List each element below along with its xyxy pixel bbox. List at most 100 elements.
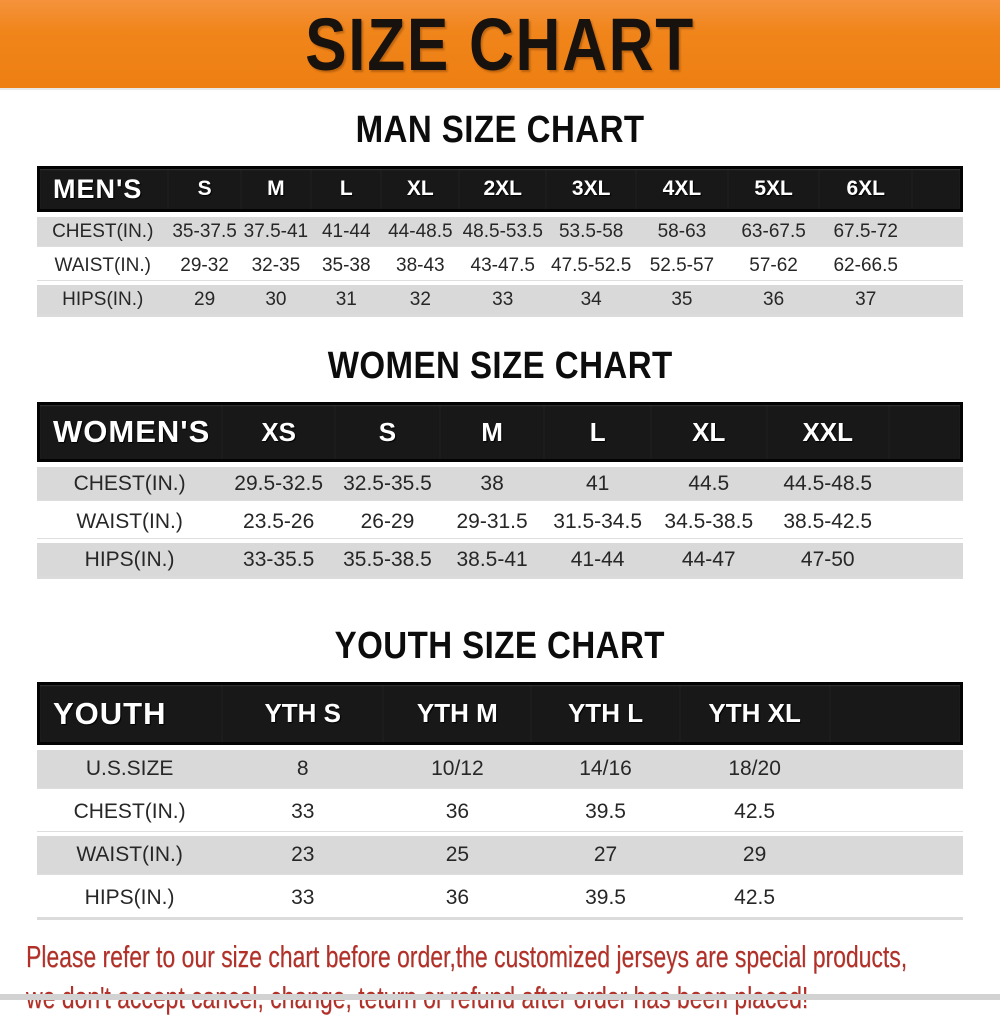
row-label: WAIST(IN.) — [37, 251, 169, 280]
measurement-value: 10/12 — [383, 750, 532, 788]
measurement-value: 31 — [311, 285, 382, 314]
bottom-edge-strip — [0, 994, 1000, 1000]
measurement-value: 48.5-53.5 — [459, 217, 547, 246]
measurement-value: 32-35 — [240, 251, 312, 280]
measurement-value: 35 — [636, 285, 728, 314]
measurement-value: 18/20 — [679, 750, 830, 788]
measurement-row: WAIST(IN.) 23.5-26 26-29 29-31.5 31.5-34.5 34… — [37, 505, 963, 538]
row-label: CHEST(IN.) — [37, 217, 169, 246]
measurement-row: U.S.SIZE 8 10/12 14/16 18/20 — [37, 750, 963, 788]
table-header-row: WOMEN'S XS S M L XL XXL — [37, 402, 963, 462]
table-header-row: MEN'S S M L XL 2XL 3XL 4XL 5XL 6XL — [37, 166, 963, 212]
measurement-value: 58-63 — [636, 217, 728, 246]
measurement-value: 41-44 — [311, 217, 382, 246]
measurement-value: 29.5-32.5 — [222, 467, 336, 500]
measurement-value: 38-43 — [381, 251, 460, 280]
row-label: U.S.SIZE — [37, 750, 223, 788]
row-filler — [912, 217, 963, 246]
women-section-title: WOMEN SIZE CHART — [327, 345, 673, 387]
measurement-value: 63-67.5 — [727, 217, 820, 246]
women-size-table: WOMEN'S XS S M L XL XXL CHEST(IN.) 29.5-32.5 32.5… — [37, 397, 963, 581]
measurement-value: 29-31.5 — [439, 505, 545, 538]
measurement-value: 33 — [222, 793, 384, 831]
women-size-section: WOMEN SIZE CHART WOMEN'S XS S M L XL XXL CHEST(… — [0, 319, 1000, 581]
measurement-value: 29-32 — [168, 251, 241, 280]
measurement-value: 39.5 — [531, 879, 680, 917]
row-label: CHEST(IN.) — [37, 467, 223, 500]
row-filler — [912, 285, 963, 314]
men-section-title: MAN SIZE CHART — [355, 109, 645, 151]
measurement-row: HIPS(IN.) 33 36 39.5 42.5 — [37, 879, 963, 917]
size-column-header: XL — [650, 402, 767, 462]
measurement-value: 34 — [546, 285, 637, 314]
measurement-value: 33-35.5 — [222, 543, 336, 576]
measurement-row: CHEST(IN.) 35-37.5 37.5-41 41-44 44-48.5 48.5… — [37, 217, 963, 246]
measurement-value: 29 — [679, 836, 830, 874]
measurement-value: 8 — [222, 750, 384, 788]
measurement-value: 44.5 — [650, 467, 767, 500]
size-column-header: 4XL — [636, 166, 728, 212]
youth-section-title: YOUTH SIZE CHART — [334, 625, 666, 667]
measurement-value: 37 — [819, 285, 913, 314]
row-filler — [888, 505, 963, 538]
row-filler — [829, 836, 963, 874]
men-size-section: MAN SIZE CHART MEN'S S M L XL 2XL 3XL 4XL 5XL 6XL… — [0, 90, 1000, 319]
row-label: WAIST(IN.) — [37, 505, 223, 538]
measurement-value: 44-48.5 — [381, 217, 460, 246]
measurement-value: 27 — [531, 836, 680, 874]
measurement-value: 41-44 — [544, 543, 651, 576]
size-column-header: XS — [222, 402, 336, 462]
header-filler — [888, 402, 963, 462]
measurement-value: 44.5-48.5 — [766, 467, 889, 500]
measurement-value: 26-29 — [335, 505, 440, 538]
size-column-header: L — [311, 166, 382, 212]
row-label: WAIST(IN.) — [37, 836, 223, 874]
row-label: HIPS(IN.) — [37, 285, 169, 314]
measurement-value: 36 — [727, 285, 820, 314]
size-column-header: M — [439, 402, 545, 462]
header-filler — [912, 166, 963, 212]
measurement-value: 30 — [240, 285, 312, 314]
table-corner-label: YOUTH — [37, 682, 223, 745]
table-corner-label: WOMEN'S — [37, 402, 223, 462]
size-column-header: XXL — [766, 402, 889, 462]
measurement-row: HIPS(IN.) 33-35.5 35.5-38.5 38.5-41 41-44 44-… — [37, 543, 963, 576]
measurement-value: 38.5-42.5 — [766, 505, 889, 538]
header-filler — [829, 682, 963, 745]
measurement-value: 38.5-41 — [439, 543, 545, 576]
size-column-header: 6XL — [819, 166, 913, 212]
measurement-value: 37.5-41 — [240, 217, 312, 246]
row-filler — [888, 467, 963, 500]
size-column-header: 2XL — [459, 166, 547, 212]
row-filler — [829, 793, 963, 831]
measurement-value: 43-47.5 — [459, 251, 547, 280]
measurement-value: 44-47 — [650, 543, 767, 576]
size-column-header: 5XL — [727, 166, 820, 212]
measurement-value: 33 — [222, 879, 384, 917]
measurement-value: 32 — [381, 285, 460, 314]
measurement-value: 35-38 — [311, 251, 382, 280]
row-label: CHEST(IN.) — [37, 793, 223, 831]
row-label: HIPS(IN.) — [37, 879, 223, 917]
measurement-value: 35.5-38.5 — [335, 543, 440, 576]
measurement-value: 34.5-38.5 — [650, 505, 767, 538]
banner-title: SIZE CHART — [305, 2, 695, 86]
size-column-header: L — [544, 402, 651, 462]
measurement-value: 57-62 — [727, 251, 820, 280]
measurement-row: WAIST(IN.) 29-32 32-35 35-38 38-43 43-47.5 47.… — [37, 251, 963, 280]
measurement-value: 53.5-58 — [546, 217, 637, 246]
size-column-header: S — [335, 402, 440, 462]
size-chart-banner: SIZE CHART — [0, 0, 1000, 90]
men-size-table: MEN'S S M L XL 2XL 3XL 4XL 5XL 6XL CHEST(IN.) 35-37… — [37, 161, 963, 319]
measurement-value: 42.5 — [679, 793, 830, 831]
row-filler — [829, 750, 963, 788]
measurement-value: 38 — [439, 467, 545, 500]
size-column-header: YTH XL — [679, 682, 830, 745]
measurement-value: 29 — [168, 285, 241, 314]
size-column-header: YTH L — [531, 682, 680, 745]
youth-size-section: YOUTH SIZE CHART YOUTH YTH S YTH M YTH L YTH… — [0, 581, 1000, 922]
measurement-value: 39.5 — [531, 793, 680, 831]
size-column-header: M — [240, 166, 312, 212]
row-filler — [829, 879, 963, 917]
size-column-header: YTH M — [383, 682, 532, 745]
